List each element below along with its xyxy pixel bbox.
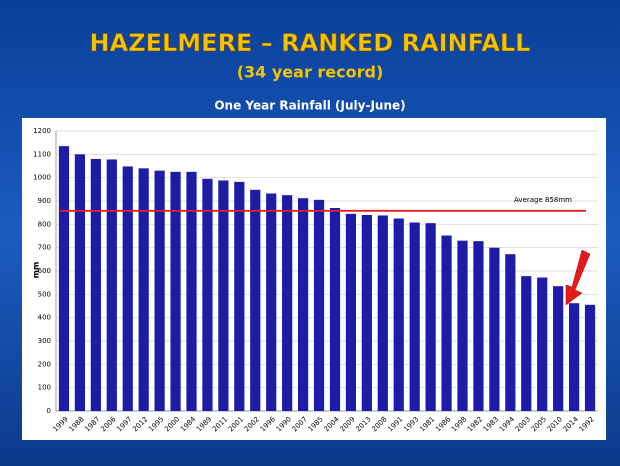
bar	[409, 222, 420, 411]
y-tick-label: 200	[38, 360, 51, 368]
bar	[473, 241, 484, 411]
bar	[282, 195, 293, 411]
y-tick-label: 1000	[33, 174, 51, 182]
bar	[441, 235, 452, 411]
bar	[122, 166, 133, 411]
highlight-arrow	[565, 249, 591, 306]
bar	[457, 240, 468, 411]
bar	[329, 208, 341, 411]
bar	[106, 159, 117, 411]
bar	[154, 170, 165, 411]
bar	[489, 247, 500, 411]
y-tick-label: 600	[38, 267, 51, 275]
y-tick-label: 300	[38, 337, 51, 345]
bar	[553, 286, 564, 411]
y-tick-label: 100	[38, 384, 51, 392]
y-tick-label: 500	[38, 290, 51, 298]
y-tick-label: 1100	[33, 150, 51, 158]
bar	[250, 189, 261, 411]
slide-subtitle: (34 year record)	[237, 63, 384, 82]
bar	[186, 171, 197, 411]
bar	[90, 159, 101, 411]
bar	[218, 180, 229, 411]
bar	[297, 198, 309, 411]
chart-title: One Year Rainfall (July-June)	[214, 99, 405, 113]
bar	[377, 215, 388, 411]
bar	[202, 178, 213, 411]
bar	[138, 168, 149, 411]
y-tick-label: 800	[38, 220, 51, 228]
bar	[393, 218, 404, 411]
y-tick-label: 0	[47, 407, 51, 415]
y-tick-label: 400	[38, 314, 51, 322]
bar	[266, 193, 277, 411]
bar	[58, 146, 70, 411]
bar	[345, 213, 357, 411]
y-tick-label: 1200	[33, 127, 51, 135]
bar	[521, 276, 532, 411]
bar	[425, 223, 436, 411]
average-label: Average 858mm	[514, 196, 572, 204]
y-tick-label: 900	[38, 197, 51, 205]
bar	[361, 215, 372, 411]
bar	[74, 154, 86, 412]
bar	[584, 304, 596, 411]
bar	[170, 171, 181, 411]
bar	[568, 303, 580, 411]
y-tick-label: 700	[38, 244, 51, 252]
bar	[505, 254, 516, 411]
y-axis-label: mm	[32, 262, 41, 279]
slide-title: HAZELMERE – RANKED RAINFALL	[90, 29, 531, 57]
bar	[537, 277, 548, 411]
bar	[234, 181, 245, 411]
bar	[313, 199, 325, 411]
